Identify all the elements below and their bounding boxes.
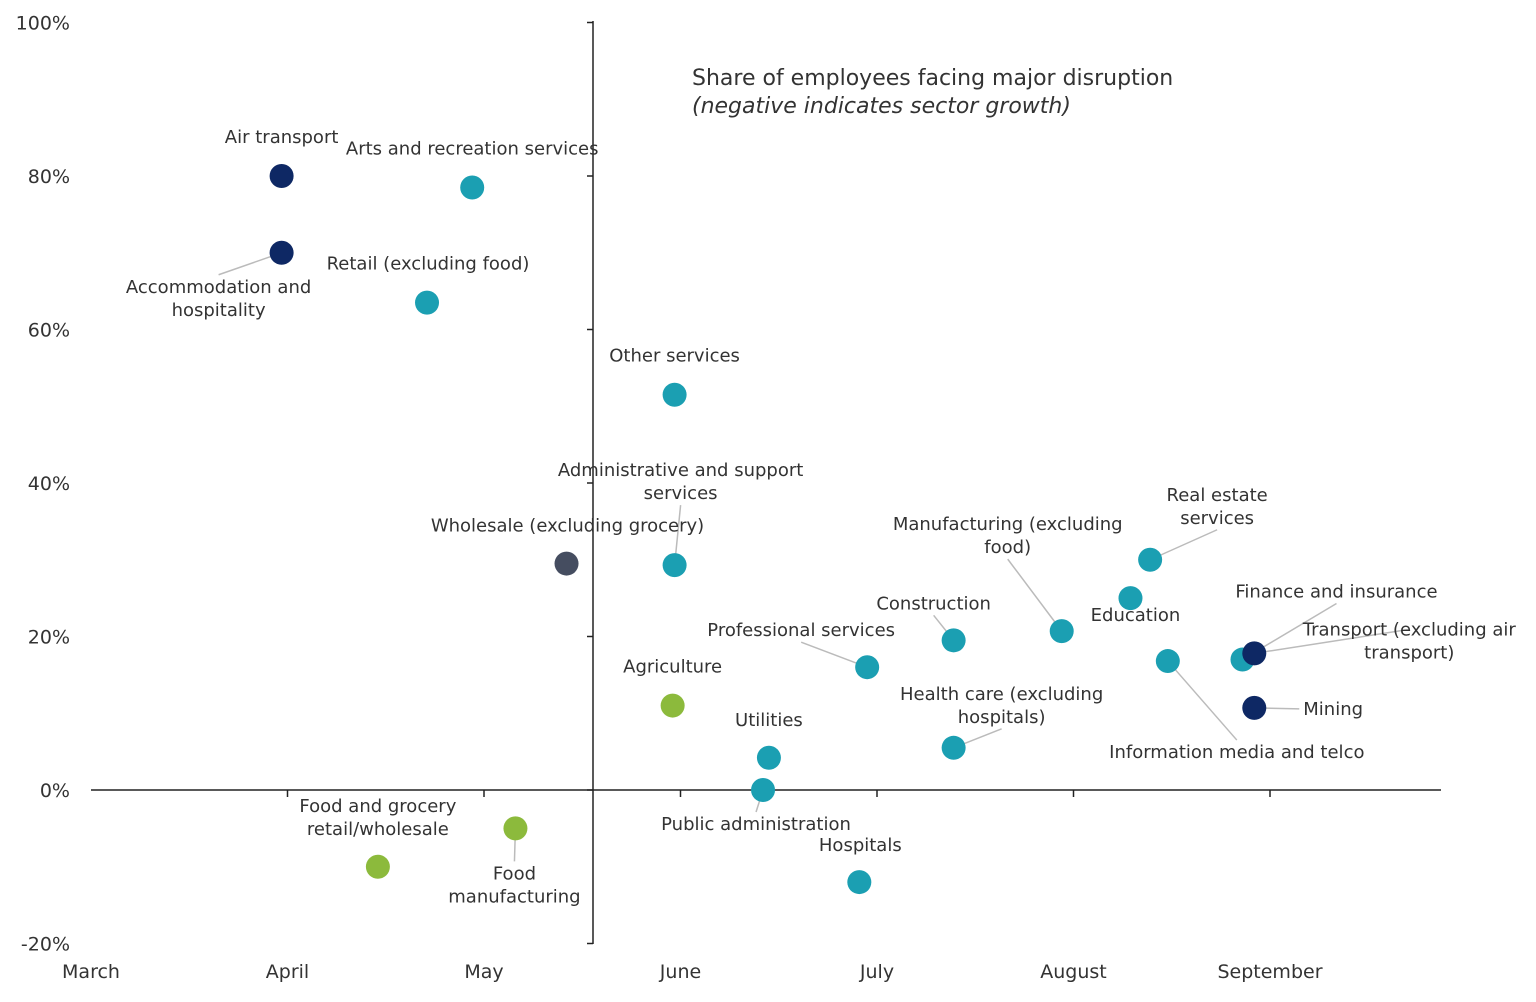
label-hospitals: Hospitals bbox=[819, 835, 902, 856]
point-wholesale-excluding-grocery bbox=[554, 551, 579, 576]
tick-labels: March April May June July August September 100%… bbox=[16, 13, 1323, 984]
point-professional-services bbox=[855, 655, 880, 680]
label-mining: Mining bbox=[1303, 699, 1363, 720]
leader-lines bbox=[218, 252, 1410, 862]
point-transport-excluding-air-transport bbox=[1242, 641, 1267, 666]
point-accommodation-and-hospitality bbox=[269, 240, 294, 265]
label-public-administration: Public administration bbox=[661, 814, 851, 835]
point-utilities bbox=[756, 745, 781, 770]
label-education: Education bbox=[1091, 605, 1181, 626]
label-retail-excluding-food: Retail (excluding food) bbox=[327, 254, 530, 275]
y-tick-label: 80% bbox=[28, 166, 70, 188]
x-tick-label: March bbox=[62, 961, 120, 983]
label-other-services: Other services bbox=[609, 346, 740, 367]
y-tick-label: 40% bbox=[28, 473, 70, 495]
point-food-and-grocery-retail-wholesale bbox=[365, 854, 390, 879]
y-tick-label: 20% bbox=[28, 627, 70, 649]
point-arts-and-recreation-services bbox=[460, 175, 485, 200]
leader-line-manufacturing-excluding-food bbox=[1007, 558, 1063, 632]
point-agriculture bbox=[660, 693, 685, 718]
y-tick-label: 0% bbox=[40, 780, 70, 802]
axes bbox=[91, 21, 1441, 944]
label-professional-services: Professional services bbox=[707, 620, 895, 641]
leader-line-transport-excluding-air-transport bbox=[1254, 628, 1410, 655]
label-utilities: Utilities bbox=[735, 710, 803, 731]
chart-subtitle: (negative indicates sector growth) bbox=[692, 94, 1071, 119]
label-air-transport: Air transport bbox=[225, 127, 339, 148]
point-real-estate-services bbox=[1138, 547, 1163, 572]
x-tick-label: August bbox=[1040, 961, 1107, 983]
leader-line-real-estate-services bbox=[1149, 529, 1218, 561]
x-tick-label: May bbox=[464, 961, 503, 983]
leader-line-information-media-and-telco bbox=[1167, 660, 1238, 741]
point-retail-excluding-food bbox=[415, 290, 440, 315]
point-air-transport bbox=[269, 164, 294, 188]
point-food-manufacturing bbox=[503, 816, 528, 841]
point-manufacturing-excluding-food bbox=[1049, 619, 1074, 644]
y-tick-label: 60% bbox=[28, 320, 70, 342]
label-construction: Construction bbox=[876, 593, 991, 614]
point-health-care-excluding-hospitals bbox=[941, 735, 966, 760]
y-tick-label: 100% bbox=[16, 13, 70, 35]
label-administrative-and-support-services: Administrative and support services bbox=[558, 460, 803, 504]
label-arts-and-recreation-services: Arts and recreation services bbox=[346, 139, 599, 160]
label-health-care-excluding-hospitals: Health care (excluding hospitals) bbox=[900, 684, 1103, 728]
x-tick-label: July bbox=[859, 961, 894, 983]
label-manufacturing-excluding-food: Manufacturing (excluding food) bbox=[893, 514, 1123, 558]
label-real-estate-services: Real estate services bbox=[1167, 485, 1268, 529]
label-food-and-grocery-retail-wholesale: Food and grocery retail/wholesale bbox=[299, 796, 456, 840]
point-administrative-and-support-services bbox=[662, 553, 687, 578]
point-other-services bbox=[662, 382, 687, 407]
point-education bbox=[1118, 586, 1143, 611]
label-information-media-and-telco: Information media and telco bbox=[1109, 742, 1364, 763]
x-tick-label: April bbox=[266, 961, 309, 983]
point-public-administration bbox=[751, 778, 776, 802]
x-tick-label: June bbox=[659, 961, 701, 983]
point-hospitals bbox=[847, 870, 872, 895]
x-tick-label: September bbox=[1217, 961, 1322, 983]
label-wholesale-excluding-grocery: Wholesale (excluding grocery) bbox=[431, 516, 704, 537]
chart-title: Share of employees facing major disrupti… bbox=[692, 66, 1173, 91]
label-accommodation-and-hospitality: Accommodation and hospitality bbox=[126, 277, 311, 321]
label-agriculture: Agriculture bbox=[623, 657, 722, 678]
data-labels: Air transport Accommodation and hospitalit… bbox=[126, 127, 1516, 907]
point-information-media-and-telco bbox=[1155, 649, 1180, 674]
point-mining bbox=[1242, 695, 1267, 720]
point-construction bbox=[941, 628, 966, 653]
y-tick-label: -20% bbox=[21, 934, 70, 956]
data-points bbox=[269, 164, 1267, 895]
label-transport-excluding-air-transport: Transport (excluding air transport) bbox=[1302, 619, 1517, 663]
label-finance-and-insurance: Finance and insurance bbox=[1235, 582, 1437, 603]
label-food-manufacturing: Food manufacturing bbox=[448, 863, 580, 907]
